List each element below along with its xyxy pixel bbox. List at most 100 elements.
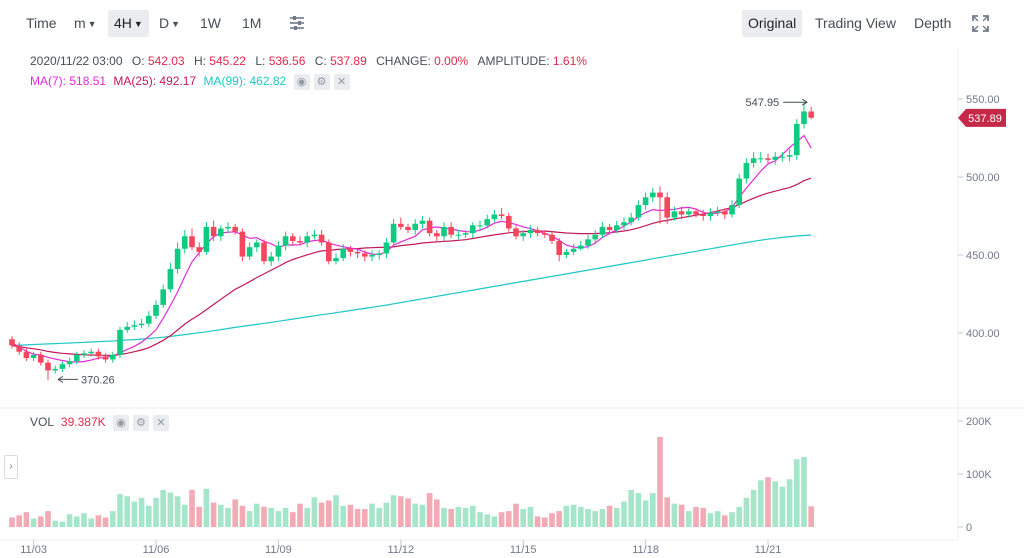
- time-label: Time: [26, 15, 57, 31]
- candle-body: [138, 323, 145, 326]
- volume-bar: [88, 518, 94, 527]
- candle-body: [275, 245, 282, 257]
- volume-bar: [520, 508, 526, 527]
- volume-bar: [74, 516, 80, 527]
- volume-bar: [599, 508, 606, 527]
- volume-bar: [160, 489, 166, 527]
- candle-body: [549, 234, 555, 241]
- candle-body: [117, 329, 123, 355]
- volume-bar: [686, 511, 692, 527]
- volume-bar: [23, 512, 30, 527]
- candle-body: [297, 240, 303, 243]
- candle-body: [570, 248, 577, 252]
- candle-body: [239, 231, 246, 257]
- volume-bar: [232, 499, 238, 527]
- hour4-interval-dropdown[interactable]: 4H ▼: [108, 10, 149, 37]
- volume-bar: [650, 493, 656, 527]
- volume-bar: [369, 503, 375, 527]
- chart-toolbar: Time m ▼ 4H ▼ D ▼ 1W 1M Original Trading Vi…: [0, 0, 1024, 48]
- ohlc-info-row: 2020/11/22 03:00 O: 542.03 H: 545.22 L: …: [30, 52, 587, 70]
- volume-bar: [477, 512, 483, 527]
- week-interval-button[interactable]: 1W: [194, 10, 227, 37]
- volume-bar: [246, 511, 253, 527]
- volume-tick-label: 0: [966, 522, 972, 534]
- volume-bar: [642, 500, 649, 527]
- close-value: 537.89: [330, 54, 367, 68]
- ma99-line: [11, 234, 812, 347]
- open-label: O:: [131, 54, 145, 68]
- candle-body: [426, 220, 433, 234]
- volume-bar: [758, 480, 764, 527]
- candle-body: [794, 123, 800, 156]
- volume-bar: [542, 517, 548, 527]
- candle-body: [498, 214, 505, 216]
- candle-body: [448, 226, 454, 235]
- close-icon[interactable]: ✕: [333, 73, 350, 90]
- volume-bar: [556, 511, 562, 527]
- volume-bar: [801, 457, 807, 527]
- tradingview-button[interactable]: Trading View: [809, 10, 902, 37]
- eye-icon[interactable]: ◉: [293, 73, 310, 90]
- candle-body: [772, 156, 778, 160]
- volume-bar: [131, 501, 138, 527]
- fullscreen-icon[interactable]: [972, 15, 989, 32]
- volume-bar: [678, 504, 685, 527]
- time-tick-label: 11/03: [20, 544, 47, 556]
- candle-body: [167, 269, 174, 290]
- candle-body: [160, 289, 166, 305]
- month-interval-button[interactable]: 1M: [236, 10, 267, 37]
- candle-body: [340, 248, 346, 259]
- volume-bar: [9, 517, 15, 527]
- vol-legend-row: VOL 39.387K ◉ ⚙ ✕: [30, 413, 169, 431]
- candle-body: [30, 354, 37, 358]
- volume-bar: [210, 502, 217, 527]
- volume-tick-label: 200K: [966, 416, 992, 428]
- candle-body: [318, 234, 325, 243]
- volume-bar: [261, 506, 267, 527]
- candle-body: [16, 345, 22, 352]
- candle-body: [650, 192, 656, 198]
- volume-bar: [218, 504, 224, 527]
- volume-bar: [268, 507, 274, 527]
- candle-body: [808, 111, 814, 118]
- close-icon[interactable]: ✕: [152, 414, 169, 431]
- day-interval-dropdown[interactable]: D ▼: [153, 10, 186, 37]
- expand-panel-tab[interactable]: ›: [4, 455, 18, 479]
- candle-body: [362, 253, 368, 257]
- ma25-value: 492.17: [159, 74, 197, 88]
- indicator-settings-icon[interactable]: [288, 14, 306, 32]
- volume-bar: [405, 498, 411, 527]
- volume-bar: [549, 513, 555, 527]
- settings-icon[interactable]: ⚙: [132, 414, 149, 431]
- volume-bar: [743, 497, 750, 527]
- price-tick-label: 450.00: [966, 250, 1000, 262]
- original-label: Original: [748, 15, 797, 31]
- candle-body: [9, 339, 15, 346]
- candle-body: [714, 211, 721, 213]
- candle-body: [74, 354, 80, 362]
- original-view-button[interactable]: Original: [742, 10, 803, 37]
- volume-bar: [225, 507, 231, 527]
- high-annotation-label: 547.95: [746, 97, 780, 109]
- ma7-legend: MA(7): 518.51: [30, 74, 106, 88]
- candle-body: [66, 361, 73, 365]
- candle-body: [246, 247, 253, 257]
- month-label: 1M: [242, 15, 262, 31]
- volume-bar: [506, 511, 512, 527]
- settings-icon[interactable]: ⚙: [313, 73, 330, 90]
- eye-icon[interactable]: ◉: [112, 414, 129, 431]
- candle-body: [290, 236, 296, 241]
- caret-down-icon: ▼: [171, 18, 181, 29]
- volume-bar: [700, 507, 706, 527]
- minute-interval-dropdown[interactable]: m ▼: [68, 10, 103, 37]
- vol-value: 39.387K: [60, 415, 106, 429]
- candle-body: [376, 253, 382, 255]
- time-interval-button[interactable]: Time: [20, 10, 63, 37]
- volume-bar: [534, 516, 541, 527]
- volume-bar: [714, 511, 721, 527]
- volume-bar: [563, 505, 570, 527]
- depth-view-button[interactable]: Depth: [908, 10, 957, 37]
- volume-bar: [196, 506, 202, 527]
- volume-bar: [513, 503, 519, 527]
